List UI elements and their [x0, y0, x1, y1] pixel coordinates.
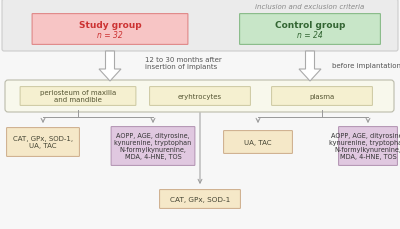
Text: AOPP, AGE, dityrosine,
kynurenine, tryptophan
N-formylkynurenine,
MDA, 4-HNE, TO: AOPP, AGE, dityrosine, kynurenine, trypt…	[329, 133, 400, 160]
Text: Study group: Study group	[79, 20, 141, 29]
Text: n = 24: n = 24	[297, 31, 323, 40]
FancyBboxPatch shape	[5, 81, 394, 112]
Polygon shape	[299, 52, 321, 82]
FancyBboxPatch shape	[150, 87, 250, 106]
FancyBboxPatch shape	[272, 87, 372, 106]
Text: CAT, GPx, SOD-1: CAT, GPx, SOD-1	[170, 196, 230, 202]
FancyBboxPatch shape	[20, 87, 136, 106]
Polygon shape	[99, 52, 121, 82]
Text: plasma: plasma	[309, 94, 335, 100]
Text: before implantation: before implantation	[332, 63, 400, 69]
Text: UA, TAC: UA, TAC	[244, 139, 272, 145]
FancyBboxPatch shape	[240, 14, 380, 45]
FancyBboxPatch shape	[111, 127, 195, 166]
Text: inclusion and exclusion criteria: inclusion and exclusion criteria	[255, 4, 365, 10]
Text: n = 32: n = 32	[97, 31, 123, 40]
Text: eryhtrocytes: eryhtrocytes	[178, 94, 222, 100]
Text: AOPP, AGE, dityrosine,
kynurenine, tryptophan
N-formylkynurenine,
MDA, 4-HNE, TO: AOPP, AGE, dityrosine, kynurenine, trypt…	[114, 133, 192, 160]
FancyBboxPatch shape	[6, 128, 79, 157]
Text: periosteum of maxilla
and mandible: periosteum of maxilla and mandible	[40, 90, 116, 103]
FancyBboxPatch shape	[32, 14, 188, 45]
FancyBboxPatch shape	[160, 190, 240, 208]
FancyBboxPatch shape	[338, 127, 398, 166]
Text: CAT, GPx, SOD-1,
UA, TAC: CAT, GPx, SOD-1, UA, TAC	[13, 136, 73, 149]
FancyBboxPatch shape	[2, 0, 398, 52]
Text: 12 to 30 months after
insertion of implants: 12 to 30 months after insertion of impla…	[145, 56, 222, 69]
FancyBboxPatch shape	[224, 131, 292, 154]
Text: Control group: Control group	[275, 20, 345, 29]
